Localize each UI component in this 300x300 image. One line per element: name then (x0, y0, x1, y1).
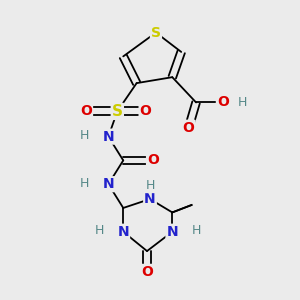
Text: N: N (103, 177, 114, 191)
Text: S: S (112, 104, 123, 119)
Text: N: N (167, 225, 178, 239)
Text: N: N (117, 225, 129, 239)
Text: O: O (217, 95, 229, 110)
Text: H: H (80, 177, 89, 190)
Text: O: O (147, 153, 159, 167)
Text: N: N (144, 192, 156, 206)
Text: N: N (103, 130, 114, 144)
Text: H: H (80, 129, 89, 142)
Text: H: H (238, 96, 247, 109)
Text: S: S (151, 26, 161, 40)
Text: H: H (145, 179, 155, 192)
Text: O: O (141, 265, 153, 279)
Text: H: H (238, 96, 247, 109)
Text: O: O (80, 104, 92, 118)
Text: H: H (192, 224, 201, 237)
Text: O: O (183, 121, 195, 135)
Text: H: H (94, 224, 104, 237)
Text: O: O (140, 104, 152, 118)
